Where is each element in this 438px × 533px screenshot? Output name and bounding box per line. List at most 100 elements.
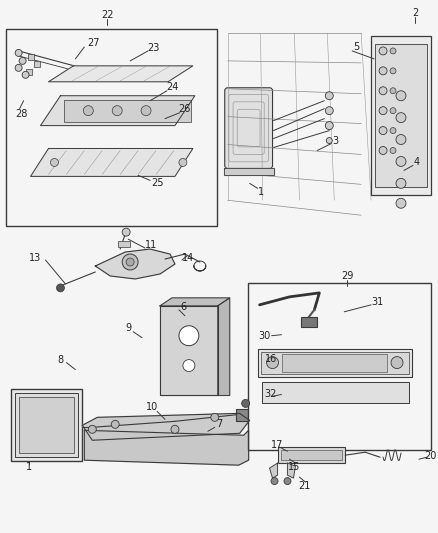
Text: 22: 22 [101,10,113,20]
Circle shape [379,47,387,55]
Circle shape [22,71,29,78]
Circle shape [15,50,22,56]
Circle shape [284,478,291,484]
Bar [375,44,427,187]
Circle shape [379,87,387,95]
Bar [261,382,409,403]
Circle shape [183,360,195,372]
Text: 17: 17 [271,440,284,450]
Circle shape [326,138,332,143]
Bar [247,283,431,450]
Text: 1: 1 [25,462,32,472]
Text: 4: 4 [414,157,420,167]
Text: 15: 15 [288,462,300,472]
Circle shape [111,421,119,429]
Circle shape [391,357,403,368]
FancyBboxPatch shape [21,399,72,451]
Circle shape [379,107,387,115]
Circle shape [242,399,250,407]
Text: 20: 20 [425,451,437,461]
Circle shape [325,107,333,115]
Polygon shape [287,463,296,478]
Text: 11: 11 [145,240,157,250]
Text: 6: 6 [181,302,187,312]
Bar [28,54,34,60]
Bar [371,36,431,195]
Bar [6,29,217,226]
Circle shape [396,198,406,208]
Text: 10: 10 [146,402,158,413]
Polygon shape [160,298,230,306]
Bar [301,317,318,327]
Text: 28: 28 [16,109,28,119]
Circle shape [390,108,396,114]
Circle shape [396,157,406,166]
Bar [19,398,74,453]
Circle shape [15,64,22,71]
Text: 32: 32 [265,390,277,399]
Text: 21: 21 [298,481,311,491]
Polygon shape [224,168,273,175]
Text: 13: 13 [29,253,42,263]
Circle shape [179,158,187,166]
Circle shape [390,88,396,94]
Circle shape [396,134,406,144]
Polygon shape [41,96,195,126]
Circle shape [122,254,138,270]
Circle shape [171,425,179,433]
Text: 7: 7 [217,419,223,429]
Bar [64,100,191,122]
Text: 26: 26 [179,104,191,114]
Text: 29: 29 [341,271,353,281]
Bar [34,61,39,67]
Circle shape [271,478,278,484]
Circle shape [83,106,93,116]
Circle shape [379,67,387,75]
Circle shape [325,92,333,100]
Polygon shape [85,430,249,465]
Circle shape [267,357,279,368]
Bar [118,241,130,247]
Ellipse shape [181,373,197,383]
Bar [283,353,387,372]
Polygon shape [31,149,193,176]
Circle shape [50,158,58,166]
FancyBboxPatch shape [262,383,408,402]
Bar [11,390,82,461]
Text: 5: 5 [353,42,359,52]
Polygon shape [269,463,278,478]
Text: 14: 14 [182,253,194,263]
Circle shape [325,122,333,130]
Circle shape [396,112,406,123]
Text: 9: 9 [125,323,131,333]
Bar [25,69,32,75]
Circle shape [88,425,96,433]
Circle shape [141,106,151,116]
Polygon shape [49,66,193,82]
Bar [258,349,412,376]
Circle shape [211,414,219,422]
Text: 27: 27 [87,38,99,48]
Circle shape [390,68,396,74]
Circle shape [126,258,134,266]
Bar [236,409,256,422]
Circle shape [179,326,199,346]
Text: 8: 8 [57,354,64,365]
Text: 25: 25 [151,179,163,188]
Circle shape [57,284,64,292]
Polygon shape [218,298,230,395]
Bar [14,393,78,457]
Polygon shape [160,306,218,395]
Circle shape [122,228,130,236]
Polygon shape [95,249,175,279]
Circle shape [390,48,396,54]
Text: 2: 2 [412,8,418,18]
Text: 24: 24 [166,82,178,92]
Text: 16: 16 [265,353,277,364]
Text: 31: 31 [371,297,383,307]
Circle shape [19,58,26,64]
Text: 1: 1 [258,187,264,197]
Text: 30: 30 [258,330,271,341]
Circle shape [112,106,122,116]
FancyBboxPatch shape [225,88,272,168]
